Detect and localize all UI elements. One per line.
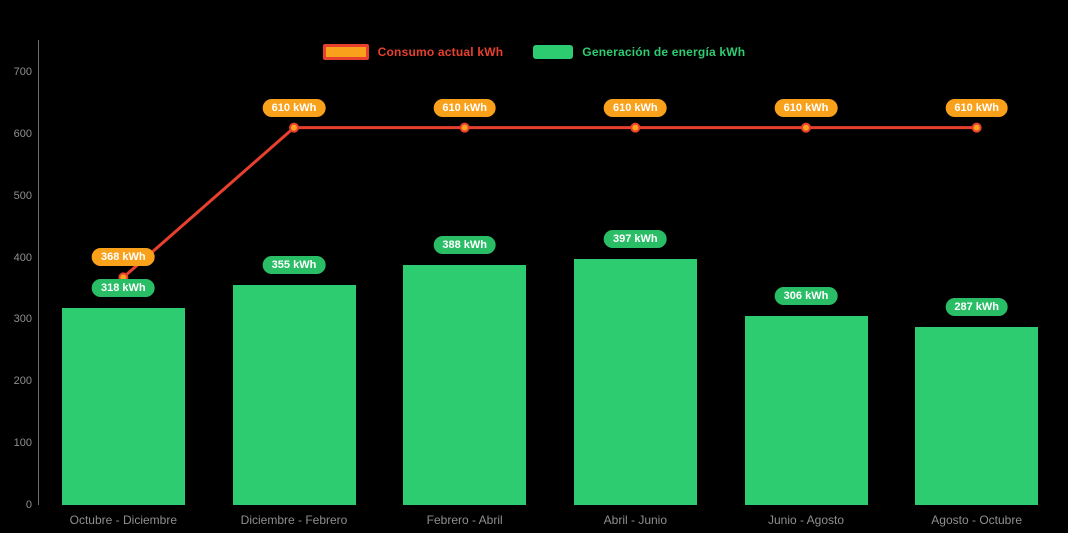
bar-value-label-1: 355 kWh [262, 256, 326, 275]
legend-label-generacion: Generación de energía kWh [582, 45, 746, 59]
x-category-label-1: Diciembre - Febrero [240, 513, 348, 527]
y-tick-label-500: 500 [13, 189, 32, 202]
line-value-label-1: 610 kWh [262, 98, 326, 117]
bar-value-label-5: 287 kWh [945, 298, 1008, 317]
legend-item-generacion[interactable]: Generación de energía kWh [533, 45, 745, 59]
y-tick-label-300: 300 [13, 313, 32, 326]
bar-value-label-2: 388 kWh [433, 235, 496, 254]
y-tick-label-600: 600 [13, 127, 32, 140]
chart-legend: Consumo actual kWh Generación de energía… [0, 44, 1068, 60]
bar-0[interactable] [61, 308, 185, 505]
x-category-label-5: Agosto - Octubre [931, 513, 1023, 527]
line-value-label-2: 610 kWh [433, 98, 496, 117]
y-tick-label-200: 200 [13, 375, 32, 388]
legend-label-consumo: Consumo actual kWh [377, 45, 504, 59]
legend-item-consumo[interactable]: Consumo actual kWh [322, 44, 504, 60]
consumo-swatch-icon [322, 44, 369, 60]
x-category-label-3: Abril - Junio [603, 513, 668, 527]
x-category-label-2: Febrero - Abril [426, 513, 503, 527]
bar-value-label-4: 306 kWh [774, 286, 838, 305]
bar-3[interactable] [573, 259, 697, 505]
consumo-line [122, 126, 977, 279]
line-value-label-5: 610 kWh [945, 98, 1008, 117]
line-value-label-3: 610 kWh [604, 98, 667, 117]
y-tick-label-400: 400 [13, 251, 32, 264]
bar-4[interactable] [744, 315, 868, 505]
y-axis-line [38, 40, 39, 505]
x-category-label-4: Junio - Agosto [767, 513, 845, 527]
y-tick-label-700: 700 [13, 66, 32, 78]
bar-5[interactable] [915, 327, 1039, 505]
line-point-5[interactable] [971, 122, 982, 133]
line-value-label-4: 610 kWh [774, 98, 838, 117]
bar-value-label-0: 318 kWh [92, 279, 155, 298]
bar-1[interactable] [232, 285, 356, 505]
y-tick-label-100: 100 [13, 437, 32, 450]
x-category-label-0: Octubre - Diciembre [69, 513, 178, 527]
bar-2[interactable] [403, 264, 527, 505]
generacion-swatch-icon [533, 45, 574, 59]
line-point-3[interactable] [630, 122, 641, 133]
line-point-4[interactable] [801, 122, 811, 133]
bar-value-label-3: 397 kWh [604, 230, 667, 249]
line-point-2[interactable] [459, 122, 470, 133]
y-tick-label-0: 0 [25, 499, 32, 511]
line-point-1[interactable] [289, 122, 299, 133]
line-value-label-0: 368 kWh [92, 248, 155, 267]
